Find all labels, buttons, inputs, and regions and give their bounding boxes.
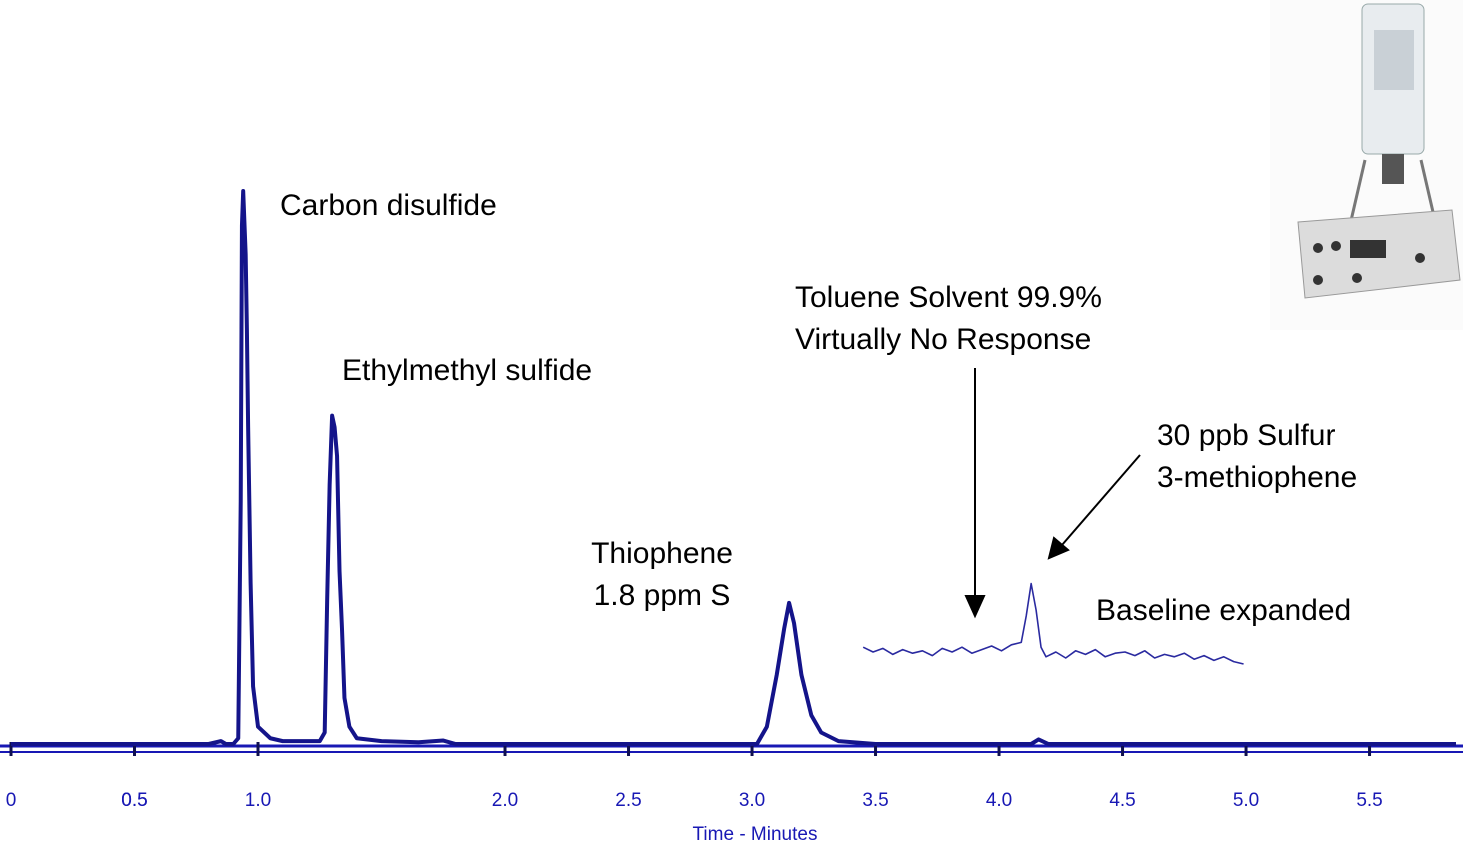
knob [1352, 273, 1362, 283]
x-tick-label: 2.5 [615, 790, 641, 811]
x-tick-label: 4.5 [1109, 790, 1135, 811]
x-tick-label: 0.5 [121, 790, 147, 811]
annotation: Baseline expanded [1096, 594, 1351, 627]
annotation: Ethylmethyl sulfide [342, 354, 592, 387]
annotation: 30 ppb Sulfur [1157, 419, 1335, 452]
arrow-head [964, 595, 986, 619]
detector-vent [1374, 30, 1414, 90]
annotation: Toluene Solvent 99.9% [795, 281, 1102, 314]
controller-display [1350, 240, 1386, 258]
expanded-baseline-trace [862, 582, 1244, 665]
detector-base [1382, 154, 1404, 184]
knob [1415, 253, 1425, 263]
knob [1331, 241, 1341, 251]
stand-leg [1348, 159, 1367, 226]
annotation: Carbon disulfide [280, 189, 497, 222]
arrow-head [1047, 536, 1070, 560]
knob [1313, 243, 1323, 253]
annotation: 1.8 ppm S [594, 579, 731, 612]
x-tick-label: 0.5 [121, 790, 147, 811]
x-tick-label: 5.5 [1356, 790, 1382, 811]
x-tick-label: 5.0 [1233, 790, 1259, 811]
instrument-picture [1270, 0, 1463, 330]
x-tick-label: 2.0 [492, 790, 518, 811]
annotation: Virtually No Response [795, 323, 1091, 356]
arrow-line [1061, 454, 1141, 546]
arrows [964, 368, 1141, 619]
x-axis-title: Time - Minutes [693, 824, 818, 845]
x-tick-label: 3.0 [739, 790, 765, 811]
annotation: 3-methiophene [1157, 461, 1357, 494]
annotation: Thiophene [591, 537, 733, 570]
x-tick-label: 0 [6, 790, 17, 811]
knob [1313, 275, 1323, 285]
chromatogram-trace [11, 189, 1456, 746]
x-tick-label: 3.5 [862, 790, 888, 811]
x-tick-label: 1.0 [245, 790, 271, 811]
x-tick-label: 4.0 [986, 790, 1012, 811]
